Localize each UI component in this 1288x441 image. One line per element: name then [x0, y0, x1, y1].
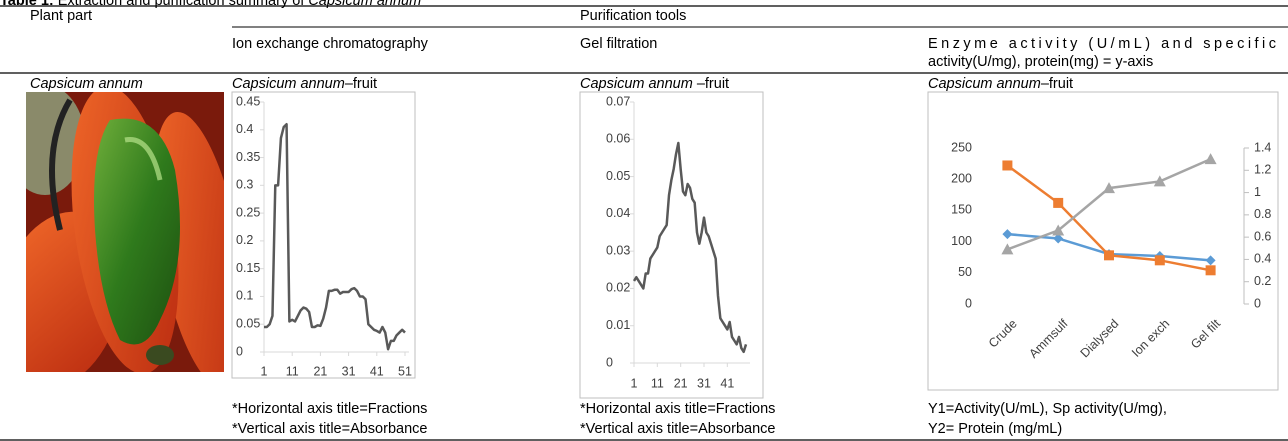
- y2-tick-label: 0: [1254, 296, 1261, 310]
- x-tick-label: 1: [261, 364, 268, 378]
- y-tick-label: 200: [951, 171, 972, 185]
- y-tick-label: 0.03: [606, 243, 630, 257]
- data-point: [1002, 160, 1012, 170]
- x-tick-label: Gel filt: [1188, 316, 1223, 351]
- species: Capsicum annum: [928, 76, 1041, 92]
- data-line: [264, 124, 405, 349]
- data-point: [1205, 153, 1217, 164]
- header: activity(U/mg), protein(mg) = y-axis: [928, 54, 1153, 70]
- data-line: [634, 143, 746, 352]
- suffix: –fruit: [1041, 76, 1073, 92]
- header: Enzyme activity (U/mL) and specific: [928, 36, 1276, 52]
- caption-text: Extraction and purification summary of: [58, 0, 306, 9]
- species: Capsicum annum: [232, 76, 345, 92]
- header: Gel filtration: [580, 36, 657, 52]
- data-point: [1206, 265, 1216, 275]
- caption-species: Capsicum annum: [308, 0, 421, 9]
- y2-tick-label: 0.8: [1254, 207, 1271, 221]
- y-tick-label: 0.05: [236, 317, 260, 331]
- x-tick-label: 21: [674, 376, 688, 390]
- y-tick-label: 150: [951, 203, 972, 217]
- y-tick-label: 0.45: [236, 94, 260, 108]
- y-tick-label: 100: [951, 234, 972, 248]
- cell: Capsicum annum–fruit: [580, 76, 729, 92]
- y-tick-label: 0.25: [236, 205, 260, 219]
- y-tick-label: 0.15: [236, 261, 260, 275]
- note: *Horizontal axis title=Fractions: [580, 401, 775, 417]
- y2-tick-label: 1: [1254, 185, 1261, 199]
- y2-tick-label: 0.2: [1254, 274, 1271, 288]
- note: *Horizontal axis title=Fractions: [232, 401, 427, 417]
- x-tick-label: 11: [651, 376, 664, 390]
- y-tick-label: 0.02: [606, 281, 630, 295]
- cell: Capsicum annum: [30, 76, 143, 92]
- species: Capsicum annum: [580, 76, 693, 92]
- y-tick-label: 50: [958, 265, 972, 279]
- y2-tick-label: 0.4: [1254, 252, 1271, 266]
- y-tick-label: 0.2: [236, 233, 253, 247]
- y-tick-label: 0: [236, 344, 243, 358]
- y-tick-label: 0.35: [236, 150, 260, 164]
- y-tick-label: 0.04: [606, 206, 630, 220]
- data-point: [1002, 229, 1012, 239]
- x-tick-label: Dialysed: [1078, 317, 1122, 361]
- x-tick-label: 11: [286, 364, 299, 378]
- y-tick-label: 0.1: [236, 289, 253, 303]
- document-table: Table 1:Extraction and purification summ…: [0, 0, 1288, 441]
- x-tick-label: 51: [398, 364, 412, 378]
- y-tick-label: 0.07: [606, 94, 630, 108]
- note: *Vertical axis title=Absorbance: [232, 421, 427, 437]
- y-tick-label: 0.01: [606, 318, 630, 332]
- data-point: [1104, 250, 1114, 260]
- header: Plant part: [30, 8, 92, 24]
- x-tick-label: 41: [370, 364, 384, 378]
- x-tick-label: 1: [631, 376, 638, 390]
- y-tick-label: 250: [951, 140, 972, 154]
- suffix: –fruit: [697, 76, 729, 92]
- x-tick-label: 41: [720, 376, 734, 390]
- chart-frame: [232, 92, 415, 378]
- x-tick-label: 31: [697, 376, 711, 390]
- cell: Capsicum annum–fruit: [928, 76, 1073, 92]
- y2-tick-label: 0.6: [1254, 229, 1271, 243]
- y-tick-label: 0.05: [606, 169, 630, 183]
- note: Y1=Activity(U/mL), Sp activity(U/mg),: [928, 401, 1167, 417]
- header: Purification tools: [580, 8, 686, 24]
- data-point: [1053, 198, 1063, 208]
- header: Ion exchange chromatography: [232, 36, 429, 52]
- y2-tick-label: 1.2: [1254, 163, 1271, 177]
- data-point: [1155, 255, 1165, 265]
- x-tick-label: Ion exch: [1129, 317, 1172, 360]
- suffix: –fruit: [345, 76, 377, 92]
- pepper-photo: [0, 79, 264, 402]
- data-point: [1206, 255, 1216, 265]
- y-tick-label: 0: [606, 355, 613, 369]
- chart-frame: [928, 92, 1278, 390]
- x-tick-label: 21: [313, 364, 327, 378]
- y-tick-label: 0.06: [606, 132, 630, 146]
- x-tick-label: Ammsulf: [1026, 316, 1071, 361]
- y-tick-label: 0.3: [236, 178, 253, 192]
- y-tick-label: 0: [965, 296, 972, 310]
- x-tick-label: 31: [342, 364, 356, 378]
- y2-tick-label: 1.4: [1254, 140, 1271, 154]
- x-tick-label: Crude: [986, 317, 1020, 351]
- note: Y2= Protein (mg/mL): [928, 421, 1062, 437]
- note: *Vertical axis title=Absorbance: [580, 421, 775, 437]
- y-tick-label: 0.4: [236, 122, 253, 136]
- cell: Capsicum annum–fruit: [232, 76, 377, 92]
